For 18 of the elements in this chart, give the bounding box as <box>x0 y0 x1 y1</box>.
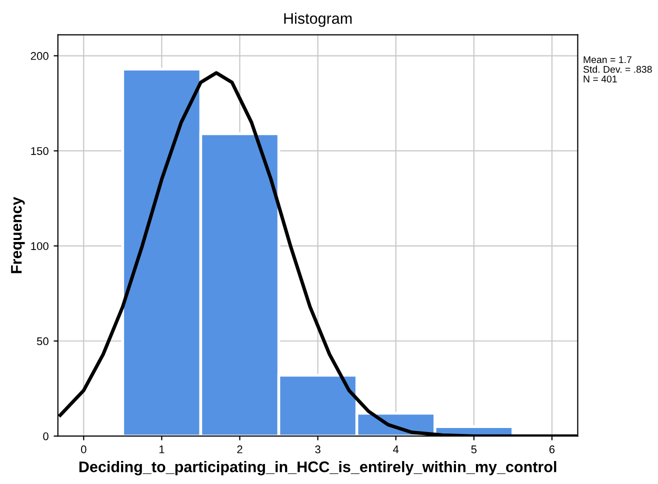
y-axis-title: Frequency <box>11 196 25 274</box>
chart-title: Histogram <box>284 12 352 27</box>
x-axis-title: Deciding_to_participating_in_HCC_is_entirely_within_my_control <box>79 461 556 476</box>
x-tick-label: 4 <box>393 446 399 454</box>
text: Mean = 1.7 <box>584 56 632 64</box>
y-tick-label: 150 <box>31 147 48 155</box>
y-tick-label: 0 <box>43 432 48 440</box>
x-tick-label: 0 <box>81 445 86 454</box>
x-tick-label: 2 <box>237 445 242 454</box>
x-tick-label: 6 <box>549 445 555 454</box>
y-tick-label: 50 <box>36 337 48 346</box>
x-tick-label: 5 <box>471 446 477 454</box>
y-tick-label: 100 <box>31 242 48 250</box>
text: Std. Dev. = .838 <box>583 66 652 73</box>
x-tick-label: 3 <box>315 445 320 454</box>
x-tick-label: 1 <box>159 446 164 454</box>
y-tick-label: 200 <box>30 52 48 60</box>
text: N = 401 <box>584 76 617 82</box>
